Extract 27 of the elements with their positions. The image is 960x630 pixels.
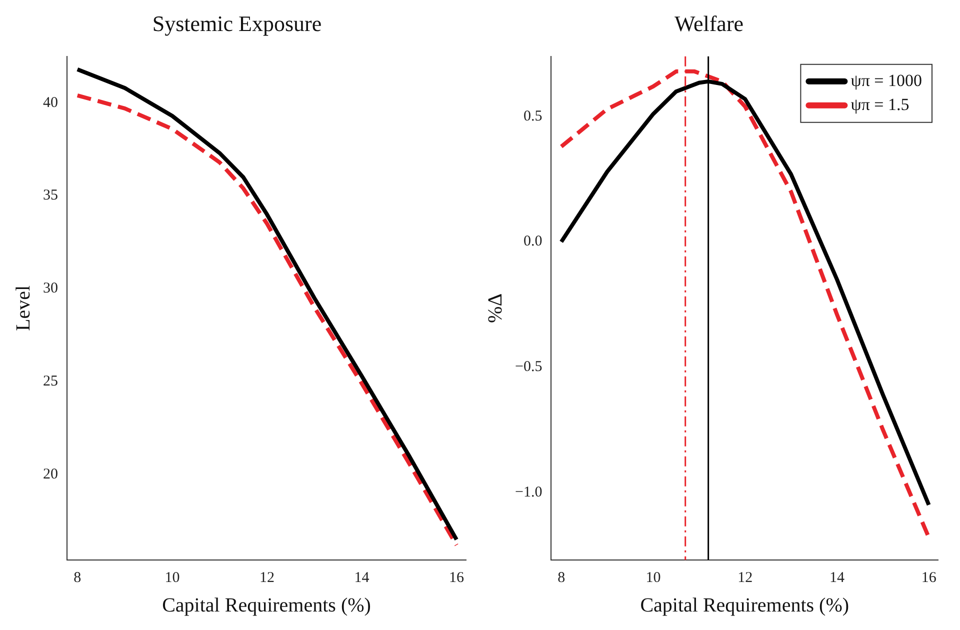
x-axis-title: Capital Requirements (%) <box>162 594 371 616</box>
y-tick-label: −0.5 <box>514 359 542 376</box>
y-axis-title: %Δ <box>484 293 506 323</box>
y-tick-label: 0.0 <box>523 234 542 250</box>
y-tick-label: 25 <box>43 374 58 390</box>
y-tick-label: 30 <box>43 280 58 297</box>
x-tick-label: 12 <box>738 570 753 586</box>
x-tick-label: 14 <box>829 570 845 586</box>
legend-label: ψπ = 1.5 <box>850 94 910 114</box>
y-tick-label: 40 <box>43 94 58 111</box>
x-tick-label: 8 <box>558 570 566 586</box>
chart-title: Systemic Exposure <box>152 10 322 36</box>
x-tick-label: 14 <box>354 570 370 586</box>
x-tick-label: 8 <box>74 570 82 586</box>
y-tick-label: 35 <box>43 188 58 204</box>
y-tick-label: 0.5 <box>523 108 542 124</box>
x-axis-title: Capital Requirements (%) <box>640 594 850 616</box>
x-tick-label: 12 <box>259 570 274 586</box>
y-tick-label: −1.0 <box>514 484 542 500</box>
x-tick-label: 10 <box>646 570 661 586</box>
y-tick-label: 20 <box>43 466 58 482</box>
x-tick-label: 16 <box>449 570 465 586</box>
y-axis-title: Level <box>12 284 34 331</box>
x-tick-label: 10 <box>164 570 180 586</box>
x-tick-label: 16 <box>921 570 937 586</box>
legend-label: ψπ = 1000 <box>850 70 922 90</box>
chart-title: Welfare <box>674 10 744 36</box>
